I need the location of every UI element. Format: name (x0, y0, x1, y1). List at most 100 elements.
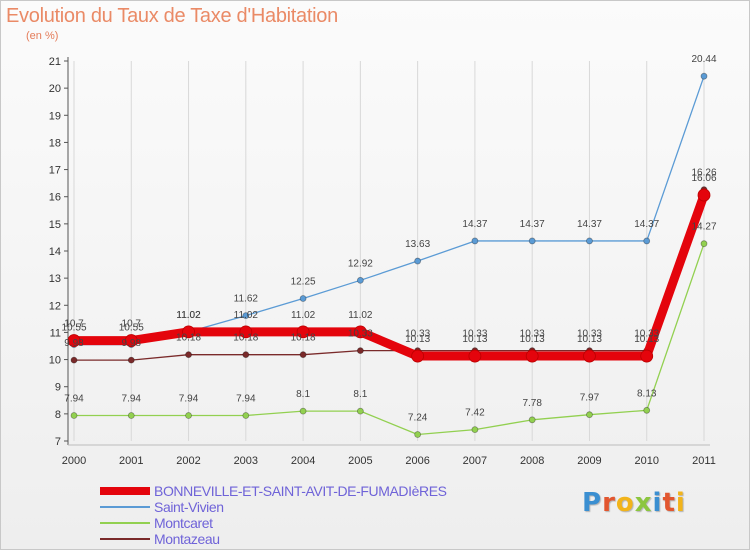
y-tick-label: 13 (49, 273, 61, 285)
x-tick-label: 2008 (520, 455, 544, 467)
unit-label: (en %) (26, 30, 59, 42)
data-label: 10.13 (577, 334, 602, 345)
data-label: 11.02 (176, 310, 201, 321)
y-tick-label: 15 (49, 219, 61, 231)
data-label: 10.33 (634, 329, 659, 340)
y-tick-label: 8 (55, 409, 61, 421)
series-line (73, 243, 705, 436)
series-line (69, 190, 709, 361)
data-point (528, 416, 536, 424)
data-label: 14.37 (520, 219, 545, 230)
data-point (356, 407, 364, 415)
data-point (299, 407, 307, 415)
y-tick-label: 17 (49, 165, 61, 177)
data-label: 10.55 (119, 323, 144, 334)
data-label: 10.7 (122, 319, 142, 330)
data-label: 7.94 (236, 393, 256, 404)
y-tick-label: 21 (49, 56, 61, 68)
legend-label: Saint-Vivien (154, 499, 224, 515)
y-tick-label: 9 (55, 382, 61, 394)
data-label: 7.94 (122, 393, 142, 404)
data-label: 14.37 (462, 219, 487, 230)
data-label: 10.33 (462, 329, 487, 340)
data-point (528, 237, 536, 245)
data-label: 10.13 (405, 334, 430, 345)
legend-label: Montazeau (154, 531, 220, 547)
data-point (700, 72, 708, 80)
data-label: 12.25 (291, 277, 316, 288)
legend-swatch (100, 522, 150, 524)
proxiti-logo: Proxiti (582, 488, 686, 518)
data-point (353, 325, 367, 339)
data-point (127, 412, 135, 419)
data-label: 11.02 (176, 310, 201, 321)
data-point (299, 351, 307, 359)
data-point (185, 351, 192, 359)
data-label: 10.13 (520, 334, 545, 345)
data-label: 7.24 (408, 412, 428, 423)
data-label: 10.13 (634, 334, 659, 345)
data-label: 11.02 (348, 310, 373, 321)
series-line (73, 75, 705, 346)
data-point (124, 334, 138, 347)
data-point (356, 347, 364, 355)
x-tick-label: 2001 (119, 455, 143, 467)
data-label: 12.92 (348, 258, 373, 269)
chart-title: Evolution du Taux de Taxe d'Habitation (6, 5, 338, 27)
data-label: 7.78 (522, 398, 542, 409)
data-point (242, 351, 250, 359)
data-point (471, 237, 479, 245)
data-label: 10.18 (176, 333, 201, 344)
x-tick-label: 2002 (176, 455, 200, 467)
logo-letter: i (652, 488, 663, 518)
data-label: 10.33 (348, 329, 373, 340)
data-label: 7.94 (64, 393, 84, 404)
y-tick-label: 7 (55, 436, 61, 448)
data-point (242, 312, 250, 320)
data-label: 16.26 (691, 168, 716, 179)
data-point (70, 356, 78, 364)
data-point (296, 325, 310, 339)
data-point (411, 349, 425, 363)
data-label: 16.06 (691, 173, 716, 184)
x-tick-label: 2011 (692, 455, 716, 467)
data-point (299, 295, 307, 302)
y-tick-label: 10 (49, 355, 61, 367)
data-label: 9.98 (122, 338, 142, 349)
data-label: 9.98 (64, 338, 84, 349)
y-tick-label: 18 (49, 137, 61, 149)
data-label: 11.02 (234, 310, 259, 321)
data-point (414, 431, 422, 438)
data-label: 10.33 (577, 329, 602, 340)
data-point (643, 406, 651, 414)
data-label: 13.63 (405, 239, 430, 250)
data-label: 8.13 (637, 388, 657, 399)
x-tick-label: 2009 (577, 455, 601, 467)
x-tick-label: 2004 (291, 455, 315, 467)
data-point (239, 325, 253, 339)
data-label: 8.1 (353, 389, 367, 400)
axes: 7 8 9 10 11 12 13 14 15 16 17 18 19 20 21 2000 2001 2002 2… (49, 56, 716, 467)
logo-letter: P (582, 488, 603, 518)
y-tick-label: 14 (49, 246, 61, 258)
series-group (67, 72, 711, 438)
data-label: 11.02 (291, 310, 316, 321)
series-line (73, 189, 705, 361)
data-label: 14.37 (634, 219, 659, 230)
data-point (242, 412, 250, 419)
data-point (70, 412, 78, 419)
data-label: 14.37 (577, 219, 602, 230)
x-tick-label: 2010 (634, 455, 658, 467)
data-label: 8.1 (296, 389, 310, 400)
logo-letter: t (662, 488, 676, 518)
x-tick-label: 2000 (62, 455, 86, 467)
data-point (643, 237, 651, 245)
data-label: 7.94 (179, 393, 199, 404)
data-point (525, 349, 539, 363)
x-tick-label: 2006 (405, 455, 429, 467)
data-point (356, 276, 364, 284)
data-label: 11.62 (234, 294, 259, 305)
data-point (700, 240, 708, 248)
logo-letter: i (675, 488, 686, 518)
